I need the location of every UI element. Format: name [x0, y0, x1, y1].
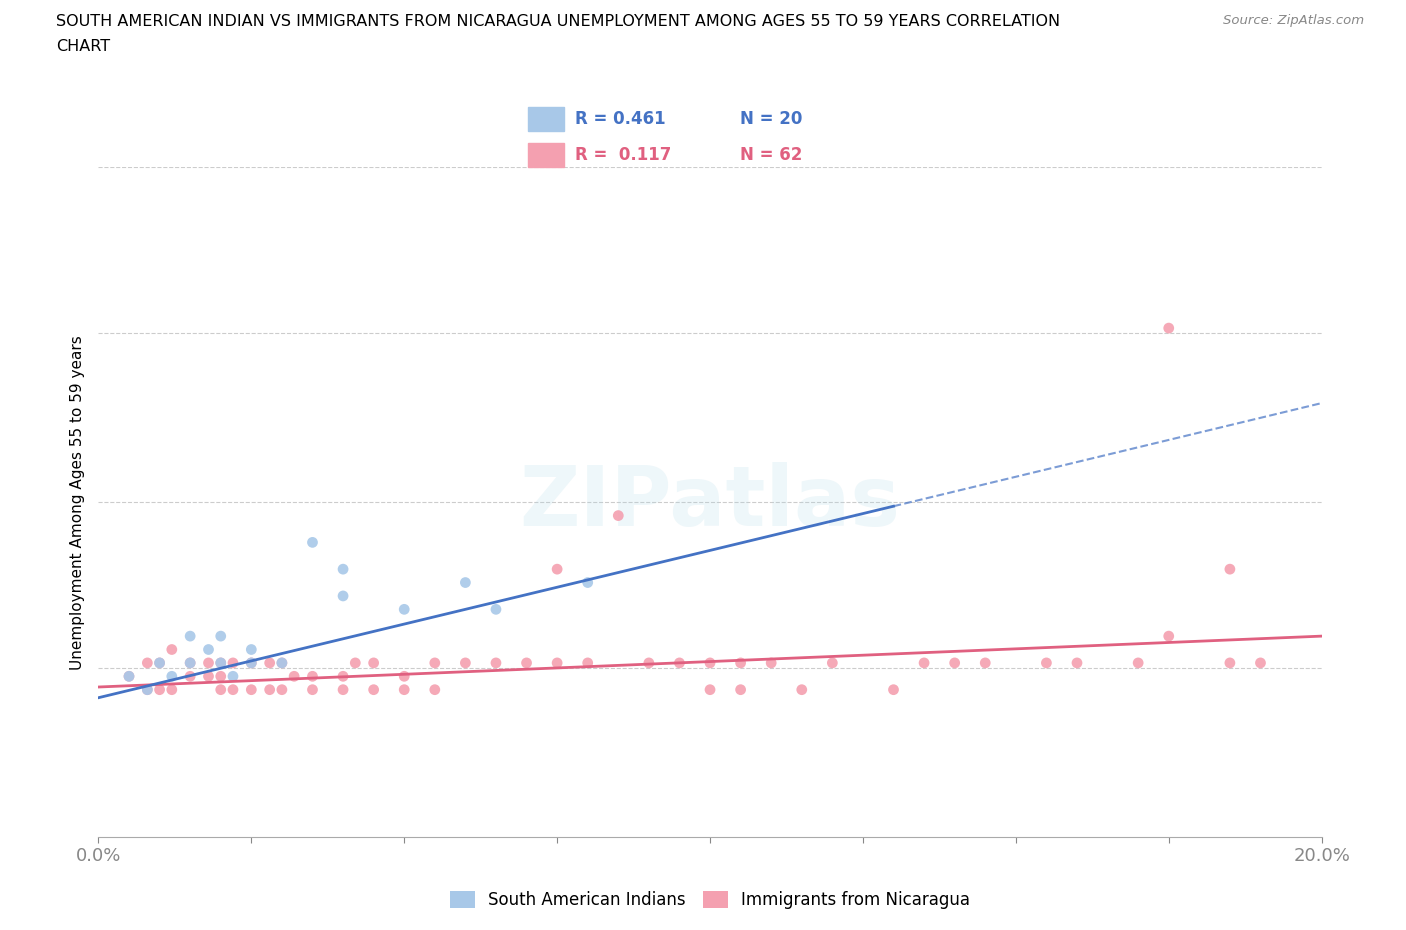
Point: [136, 683, 159, 698]
Point: [607, 508, 630, 523]
Point: [546, 562, 568, 577]
Point: [209, 683, 232, 698]
Point: [332, 669, 354, 684]
Point: [222, 669, 245, 684]
Point: [209, 656, 232, 671]
Point: [222, 656, 245, 671]
Point: [1219, 562, 1241, 577]
Point: [1066, 656, 1088, 671]
Point: [332, 562, 354, 577]
Point: [149, 656, 172, 671]
Point: [1157, 321, 1180, 336]
Point: [344, 656, 367, 671]
Point: [149, 683, 172, 698]
Point: [485, 602, 508, 617]
Point: [149, 656, 172, 671]
Point: [136, 656, 159, 671]
Point: [699, 656, 721, 671]
Point: [790, 683, 813, 698]
Point: [160, 642, 183, 657]
Point: [240, 656, 263, 671]
Point: [912, 656, 935, 671]
Point: [699, 683, 721, 698]
Point: [283, 669, 305, 684]
Point: [209, 629, 232, 644]
Point: [270, 656, 292, 671]
Point: [943, 656, 966, 671]
Point: [179, 656, 201, 671]
Point: [270, 656, 292, 671]
Point: [454, 575, 477, 590]
Point: [485, 656, 508, 671]
Point: [259, 656, 281, 671]
Legend: South American Indians, Immigrants from Nicaragua: South American Indians, Immigrants from …: [443, 884, 977, 916]
Point: [209, 656, 232, 671]
Point: [179, 656, 201, 671]
Point: [1035, 656, 1057, 671]
Text: ZIPatlas: ZIPatlas: [520, 461, 900, 543]
Point: [576, 575, 599, 590]
Point: [576, 656, 599, 671]
Point: [637, 656, 661, 671]
Point: [240, 656, 263, 671]
Point: [332, 683, 354, 698]
Point: [118, 669, 141, 684]
FancyBboxPatch shape: [527, 107, 564, 131]
Text: R = 0.461: R = 0.461: [575, 110, 665, 128]
Point: [179, 669, 201, 684]
Point: [301, 683, 323, 698]
Point: [821, 656, 844, 671]
Point: [332, 589, 354, 604]
Point: [1249, 656, 1271, 671]
Point: [392, 602, 416, 617]
Point: [1157, 629, 1180, 644]
Point: [160, 683, 183, 698]
Point: [546, 656, 568, 671]
Point: [516, 656, 538, 671]
Point: [730, 683, 752, 698]
Point: [209, 669, 232, 684]
Point: [1128, 656, 1150, 671]
Text: N = 20: N = 20: [740, 110, 801, 128]
Point: [423, 683, 446, 698]
Text: SOUTH AMERICAN INDIAN VS IMMIGRANTS FROM NICARAGUA UNEMPLOYMENT AMONG AGES 55 TO: SOUTH AMERICAN INDIAN VS IMMIGRANTS FROM…: [56, 14, 1060, 29]
FancyBboxPatch shape: [527, 143, 564, 167]
Point: [222, 683, 245, 698]
Point: [259, 683, 281, 698]
Point: [179, 629, 201, 644]
Point: [730, 656, 752, 671]
Point: [363, 656, 385, 671]
Point: [363, 683, 385, 698]
Text: N = 62: N = 62: [740, 146, 801, 165]
Point: [197, 669, 219, 684]
Point: [974, 656, 997, 671]
Point: [301, 669, 323, 684]
Point: [160, 669, 183, 684]
Point: [270, 683, 292, 698]
Text: CHART: CHART: [56, 39, 110, 54]
Text: Source: ZipAtlas.com: Source: ZipAtlas.com: [1223, 14, 1364, 27]
Point: [883, 683, 905, 698]
Point: [197, 642, 219, 657]
Point: [1219, 656, 1241, 671]
Point: [118, 669, 141, 684]
Text: R =  0.117: R = 0.117: [575, 146, 672, 165]
Point: [759, 656, 782, 671]
Point: [240, 642, 263, 657]
Point: [392, 683, 416, 698]
Point: [240, 683, 263, 698]
Point: [136, 683, 159, 698]
Y-axis label: Unemployment Among Ages 55 to 59 years: Unemployment Among Ages 55 to 59 years: [69, 335, 84, 670]
Point: [392, 669, 416, 684]
Point: [197, 656, 219, 671]
Point: [668, 656, 690, 671]
Point: [423, 656, 446, 671]
Point: [454, 656, 477, 671]
Point: [301, 535, 323, 550]
